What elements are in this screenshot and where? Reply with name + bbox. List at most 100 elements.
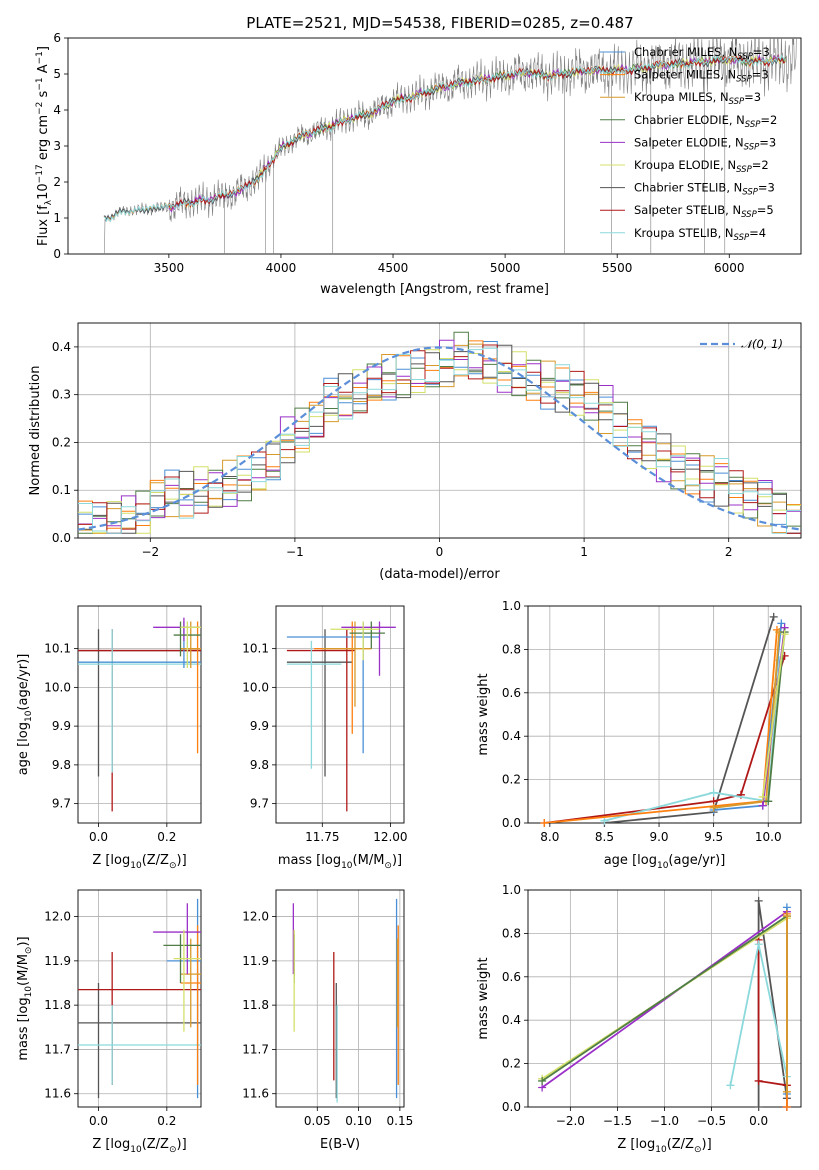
z-vs-age-xlabel-part: 10 [130,861,142,871]
legend-entry-part: =3 [758,181,775,195]
z-vs-mass-xlabel-part: 10 [130,1145,142,1155]
age-weight-xlabel-part: 10 [657,861,669,871]
legend-entry-chabrier-stelib: Chabrier STELIB, NSSP=3 [634,181,775,198]
residuals-xtick-label: 1 [580,545,588,559]
spectrum-ylabel-part: λ [44,199,54,205]
z-vs-mass-xtick-label: 0.2 [157,1114,176,1128]
z-vs-age-ylabel: age [log10(age/yr)] [16,654,34,776]
weight-marker-chabrier-stelib [769,612,778,621]
model-salpeter-stelib-line [168,54,786,210]
spectrum-ylabel: Flux [fλ10−17 erg cm−2 s−1 A−1] [35,46,54,246]
weight-marker-chabrier-elodie [764,797,773,806]
z-weight-xtick-label: −1.5 [603,1114,632,1128]
residuals-ytick-label: 0.2 [52,435,71,449]
z-vs-age-ytick-label: 10.0 [44,680,71,694]
z-weight-xlabel-part: Z [log [617,1137,655,1152]
spectrum-ylabel-part: A [36,64,51,77]
z-vs-age-xtick-label: 0.2 [157,830,176,844]
spectrum-ytick-label: 3 [53,139,61,153]
weight-marker-kroupa-elodie [780,630,789,639]
z-weight-xlabel-part: )] [702,1137,712,1152]
weight-line-salpeter-miles [544,629,778,823]
ebv-vs-mass-ytick-label: 12.0 [242,910,269,924]
mass-vs-age-xlabel-part: ⊙ [384,861,392,871]
residuals-xtick-label: −1 [286,545,304,559]
spectrum-ylabel-part: s [36,90,51,101]
mass-vs-age-xtick-label: 11.75 [305,830,339,844]
spectrum-ylabel-part: −17 [35,164,45,183]
spectrum-ytick-label: 0 [53,247,61,261]
spectrum-ylabel-part: ] [36,46,51,51]
mass-vs-age-xlabel-part: mass [log [278,853,341,868]
z-vs-mass-ytick-label: 11.9 [44,954,71,968]
z-weight-ytick-label: 1.0 [502,883,521,897]
weight-line-kroupa-stelib [604,660,781,822]
z-vs-age-xlabel-part: )] [177,853,187,868]
spectrum-xtick-label: 4000 [266,261,297,275]
ebv-vs-mass-ytick-label: 11.8 [242,998,269,1012]
z-vs-age-ytick-label: 9.8 [52,758,71,772]
legend-entry-salpeter-stelib: Salpeter STELIB, NSSP=5 [634,203,774,220]
weight-marker-kroupa-miles [782,1087,791,1096]
mass-vs-age-ytick-label: 10.1 [242,642,269,656]
spectrum-ylabel-part: erg cm [36,115,51,164]
z-vs-mass-ylabel-part: mass [log [16,997,31,1060]
legend-entry-part: SSP [736,75,752,85]
age-weight-xlabel: age [log10(age/yr)] [604,853,726,871]
spectrum-ylabel-part: −1 [35,51,45,64]
legend-entry-part: =2 [752,158,769,172]
spectrum-xtick-label: 5000 [490,261,521,275]
residuals-axes: −2 −1 0 1 2 0.0 0.1 0.2 0.3 0.4 [52,322,802,559]
ebv-vs-mass-xtick-label: 0.15 [387,1114,414,1128]
age-weight-ytick-label: 0.2 [502,773,521,787]
legend-entry-part: SSP [734,233,750,243]
legend-entry-chabrier-elodie: Chabrier ELODIE, NSSP=2 [634,113,777,130]
z-vs-mass-ylabel: mass [log10(M/M⊙)] [16,936,34,1060]
z-vs-mass-xlabel-part: )] [177,1137,187,1152]
z-vs-age-xtick-label: 0.0 [89,830,108,844]
weight-marker-chabrier-elodie [538,1076,547,1085]
mass-vs-age-frame [275,605,405,824]
z-weight-ylabel: mass weight [476,957,491,1039]
legend-entry-part: =3 [744,90,761,104]
z-vs-mass-ytick-label: 12.0 [44,910,71,924]
weight-marker-kroupa-stelib [709,788,718,797]
z-weight-xtick-label: −0.5 [697,1114,726,1128]
legend-entry-part: SSP [736,165,752,175]
z-weight-xlabel: Z [log10(Z/Z⊙)] [617,1137,711,1155]
weight-marker-kroupa-stelib [600,816,609,825]
age-weight-xlabel-part: age [log [604,853,657,868]
z-weight-xlabel-part: (Z/Z [667,1137,694,1152]
z-vs-age-ylabel-part: age [log [16,722,31,775]
legend-entry-part: Chabrier MILES, N [634,45,737,59]
residuals-ytick-label: 0.0 [52,531,71,545]
legend-entry-part: Salpeter ELODIE, N [634,135,744,149]
legend-entry-part: Kroupa ELODIE, N [634,158,736,172]
weight-marker-salpeter-miles [540,819,549,827]
age-weight-ytick-label: 0.8 [502,642,521,656]
mass-vs-age-xlabel: mass [log10(M/M⊙)] [278,853,402,871]
z-weight-xlabel-part: 10 [655,1145,667,1155]
z-vs-age-axes: 0.0 0.2 9.7 9.8 9.9 10.0 10.1 [44,605,202,844]
weight-marker-chabrier-stelib [754,1103,763,1111]
ebv-vs-mass-ytick-label: 11.7 [242,1042,269,1056]
residuals-ytick-label: 0.4 [52,340,71,354]
mass-vs-age-xlabel-part: )] [392,853,402,868]
weight-marker-kroupa-miles [709,803,718,812]
z-vs-mass-ylabel-part: ⊙ [24,947,34,955]
model-kroupa-stelib-line [103,54,785,223]
spectrum-ytick-label: 5 [53,67,61,81]
spectrum-ylabel-part: −1 [35,77,45,90]
ebv-vs-mass-frame [275,889,405,1108]
legend-entry-part: =3 [752,68,769,82]
weight-line-chabrier-stelib [604,616,775,823]
z-vs-mass-xlabel-part: Z [log [92,1137,130,1152]
residuals-xtick-label: 2 [725,545,733,559]
mass-vs-age-xlabel-part: (M/M [353,853,385,868]
legend-entry-part: =2 [760,113,777,127]
weight-marker-kroupa-miles [782,912,791,921]
spectrum-ytick-label: 6 [53,31,61,45]
z-vs-age-ytick-label: 9.7 [52,797,71,811]
mass-vs-age-ytick-label: 9.9 [250,719,269,733]
age-weight-axes: 8.0 8.5 9.0 9.5 10.0 0.0 0.2 0.4 0.6 0.8 1.0 [502,599,802,844]
